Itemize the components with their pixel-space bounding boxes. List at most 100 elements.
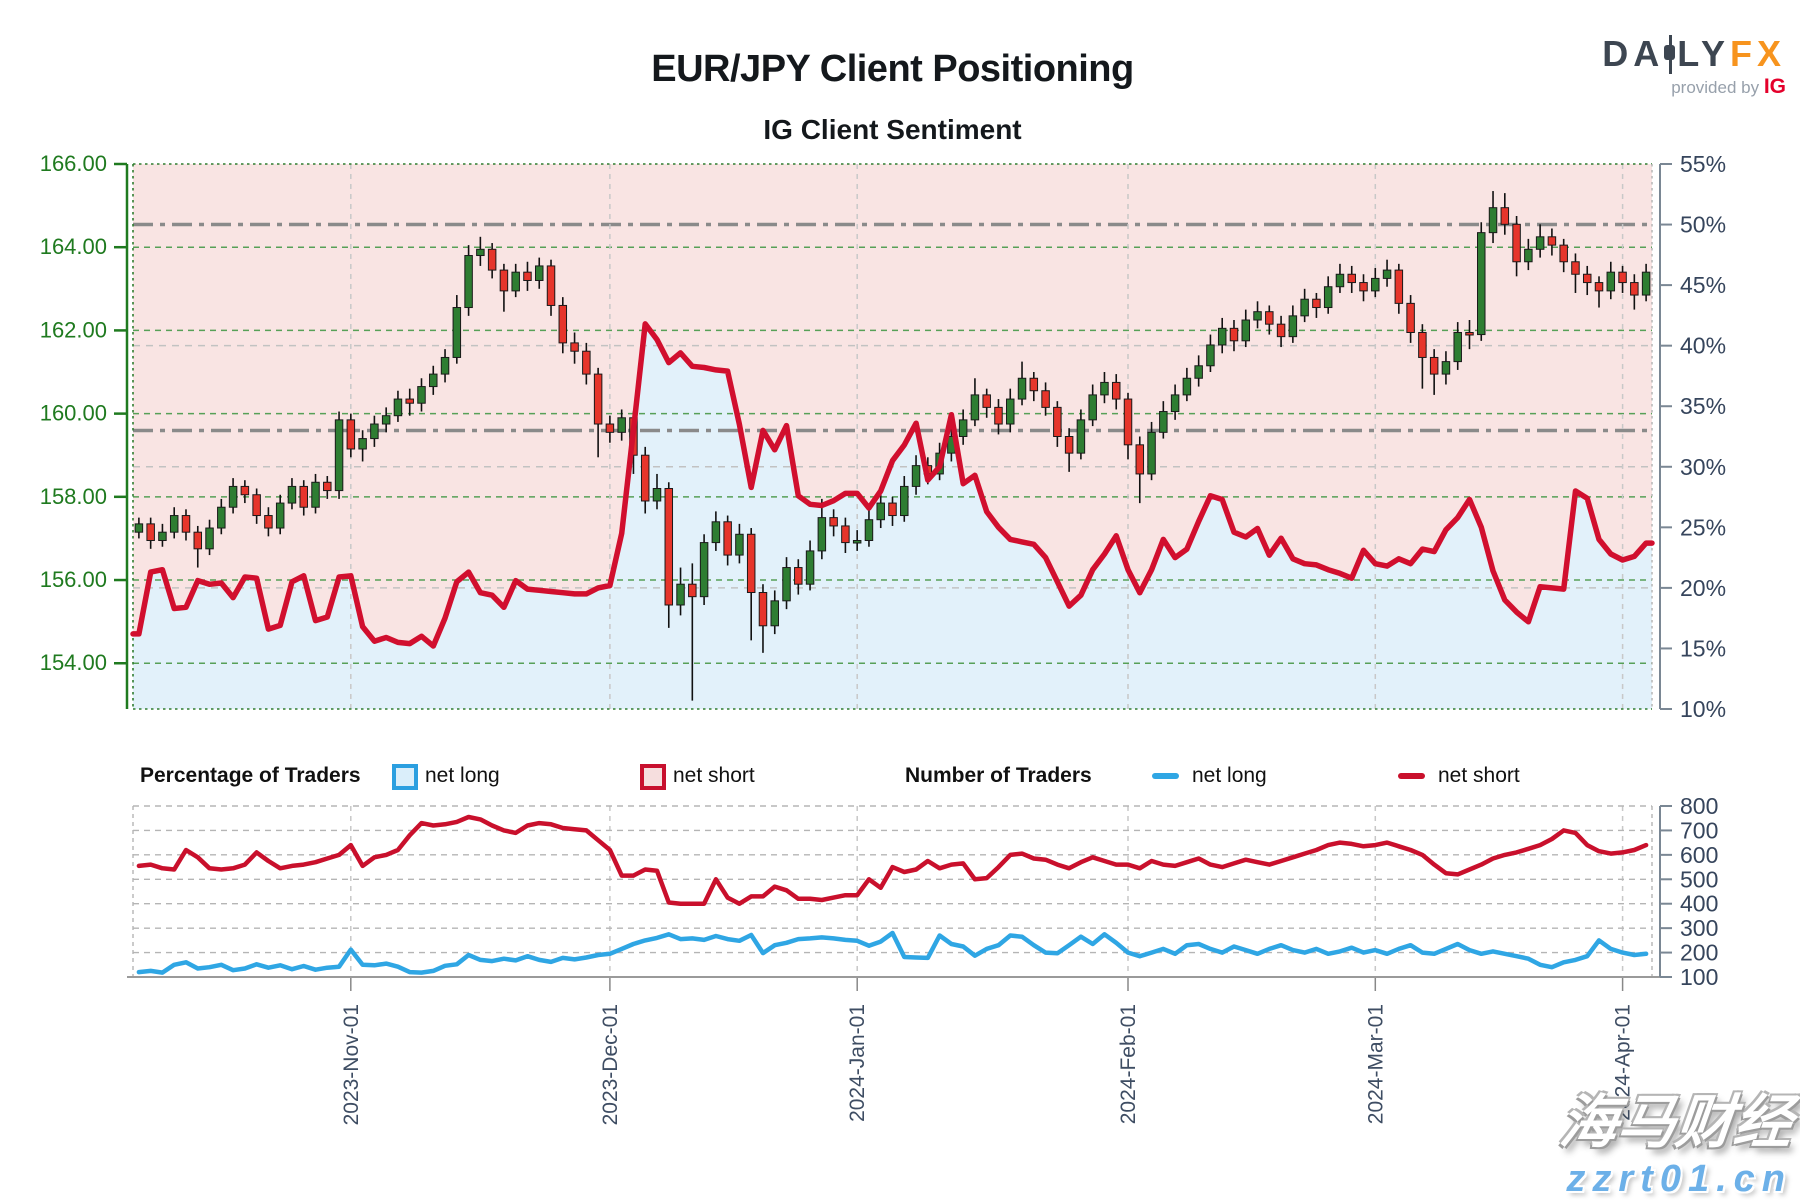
candle-up [1441,361,1451,375]
candle-down [605,423,615,433]
x-axis-label: 2024-Mar-01 [1364,1004,1387,1124]
candle-up [311,481,320,508]
watermark: 海马财经 zzrt01.cn [1557,1090,1796,1198]
candle-up [970,394,980,421]
logo-provided-by: provided by IG [1602,76,1786,97]
chart-legend: Percentage of Traders net long net short… [0,760,1800,794]
price-axis-label: 166.00 [40,151,107,176]
candle-down [829,517,838,527]
candle-down [146,523,155,542]
candle-down [1465,331,1474,336]
candle-down [405,398,414,404]
candle-up [1206,344,1215,367]
candle-up [805,550,815,585]
candle-up [1335,273,1345,288]
candle-down [240,485,250,496]
candle-down [264,515,273,529]
candle-down [582,350,591,375]
candle-up [1288,315,1298,338]
legend-pct-net-long-label: net long [425,764,500,787]
percent-axis-label: 15% [1680,635,1726,661]
candle-down [252,494,261,517]
legend-num-net-short-swatch [1398,773,1425,779]
logo-text-ly: LY [1677,33,1730,74]
percent-axis-label: 40% [1680,333,1726,359]
legend-pct-net-short-swatch [640,764,666,790]
candle-down [1406,302,1415,333]
candlestick-icon [1664,35,1677,74]
legend-percent-header: Percentage of Traders [140,764,361,787]
candle-down [1394,269,1404,304]
price-axis-label: 158.00 [40,484,107,509]
candle-up [1241,319,1251,342]
candle-down [193,531,203,550]
candle-up [358,438,367,450]
candle-down [1347,273,1356,284]
price-axis-label: 156.00 [40,567,107,592]
candle-up [735,533,744,556]
candle-up [770,600,779,627]
candle-down [299,485,308,508]
candle-down [1359,282,1368,292]
candle-down [1571,261,1580,275]
candle-down [1276,323,1286,338]
candle-down [1582,273,1592,284]
candle-down [746,533,756,594]
candle-down [794,567,803,585]
candle-up [511,271,520,292]
candle-up [1382,269,1392,279]
candle-down [1029,377,1039,392]
candle-up [652,488,662,502]
candle-up [1076,419,1086,454]
count-axis-label: 200 [1680,940,1718,966]
candle-up [1159,411,1168,433]
net-long-count-line [136,930,1649,975]
percent-axis-label: 35% [1680,393,1726,419]
candle-up [1453,331,1462,363]
candle-up [334,419,344,492]
candle-down [499,269,509,292]
candle-up [1535,236,1545,250]
x-axis-label: 2023-Dec-01 [599,1004,622,1125]
candle-up [417,386,426,404]
candle-up [617,417,626,433]
count-axis-label: 600 [1680,842,1718,868]
legend-num-net-long-swatch [1152,773,1179,779]
candle-down [1512,223,1521,263]
candle-up [134,523,144,533]
price-axis-label: 164.00 [40,234,107,259]
candle-down [570,342,579,352]
price-axis-label: 154.00 [40,650,107,675]
percent-axis-label: 10% [1680,696,1726,722]
candle-down [1594,282,1604,292]
candle-up [381,415,391,425]
count-axis-label: 400 [1680,891,1718,917]
candle-down [1429,356,1439,375]
net-short-count-line [136,814,1649,906]
candle-up [1477,232,1486,336]
candle-up [1147,431,1156,475]
dailyfx-wordmark: DA LYFX [1602,33,1786,74]
candle-down [1135,444,1145,475]
candle-up [429,373,438,388]
candle-down [982,394,991,408]
candle-up [782,567,791,602]
candle-up [228,485,238,508]
candle-up [534,265,544,281]
count-axis-label: 800 [1680,793,1718,819]
candle-down [1123,398,1133,446]
candle-down [523,271,532,281]
provided-by-text: provided by [1671,78,1760,97]
ig-logo: IG [1763,75,1786,98]
candle-down [1111,381,1121,400]
candle-down [640,454,650,502]
candle-up [876,502,885,521]
candle-up [699,542,709,598]
candle-up [476,248,485,257]
candle-down [593,373,603,425]
candle-up [911,465,921,487]
candle-up [958,419,968,437]
candle-up [1017,377,1027,400]
